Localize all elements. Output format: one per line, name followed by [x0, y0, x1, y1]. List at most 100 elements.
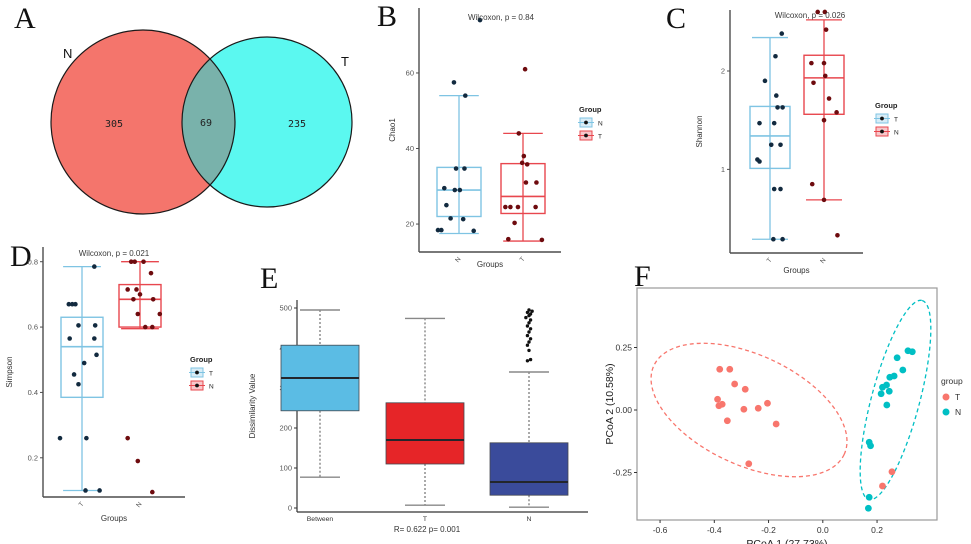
box-N: [489, 442, 569, 496]
legend-title: Group: [875, 101, 898, 110]
y-axis-label: Shannon: [695, 115, 704, 147]
x-axis-label: Groups: [783, 266, 809, 275]
outlier-point: [525, 333, 530, 338]
venn-label-t: T: [341, 54, 349, 69]
x-tick-label: N: [527, 516, 532, 523]
data-point: [778, 186, 783, 192]
scatter-point-N: [908, 348, 916, 356]
data-point: [762, 78, 768, 84]
scatter-point-N: [877, 390, 885, 398]
data-point: [135, 458, 141, 464]
data-point: [757, 159, 762, 164]
data-point: [771, 236, 776, 242]
svg-text:60: 60: [406, 69, 414, 78]
panel-label-d: D: [10, 240, 32, 273]
data-point: [533, 204, 538, 210]
panel-c: 1 2 Shannon T N Wilcoxon, p = 0.026 Groups Grou…: [688, 0, 971, 297]
data-point: [771, 186, 777, 192]
outlier-point: [527, 330, 531, 334]
data-point: [780, 105, 785, 110]
scatter-point-N: [885, 387, 893, 395]
data-point: [141, 259, 146, 265]
legend-label: T: [598, 134, 602, 141]
venn-count-n: 305: [105, 119, 123, 130]
svg-text:-0.2: -0.2: [761, 525, 776, 535]
svg-text:20: 20: [406, 220, 414, 229]
data-point: [778, 142, 783, 148]
confidence-ellipse-T: [650, 342, 848, 478]
data-point: [462, 166, 467, 171]
scatter-point-N: [864, 504, 872, 512]
data-point: [534, 180, 539, 185]
scatter-point-N: [899, 366, 907, 374]
data-point: [150, 489, 155, 495]
data-point: [522, 66, 528, 72]
data-point: [773, 53, 778, 59]
svg-text:0.25: 0.25: [615, 343, 632, 353]
panel-e: 0100200300400500Dissimilarity ValueBetwe…: [245, 262, 610, 544]
data-point: [150, 296, 156, 302]
data-point: [125, 435, 130, 441]
x-tick-label: N: [135, 501, 144, 509]
outlier-point: [525, 310, 530, 315]
legend-title: Group: [190, 355, 213, 364]
venn-diagram: N T 305 69 235: [50, 29, 353, 215]
svg-text:0.4: 0.4: [28, 388, 38, 397]
data-point: [508, 204, 513, 210]
outlier-point: [525, 324, 530, 328]
scatter-point-T: [718, 400, 726, 408]
svg-text:-0.6: -0.6: [653, 525, 668, 535]
data-point: [157, 311, 163, 317]
data-point: [94, 352, 99, 358]
data-point: [125, 287, 130, 292]
svg-text:0.2: 0.2: [28, 453, 38, 462]
data-point: [835, 232, 840, 238]
svg-text:0.00: 0.00: [615, 405, 632, 415]
data-point: [757, 120, 762, 126]
data-point: [92, 323, 98, 328]
panel-d: 0.2 0.4 0.6 0.8 Simpson T N Wilcoxon, p = 0.021…: [0, 240, 245, 544]
svg-text:-0.25: -0.25: [613, 468, 633, 478]
box-T: [385, 402, 465, 465]
data-point: [453, 166, 459, 171]
data-point: [477, 17, 483, 23]
outlier-point: [528, 318, 533, 322]
outlier-point: [528, 327, 533, 331]
legend-label: N: [894, 130, 899, 137]
legend-title: group: [941, 376, 963, 386]
svg-text:200: 200: [279, 423, 292, 432]
panel-f: -0.6 -0.4 -0.2 0.0 0.2 -0.25 0.00 0.25 PCoA 1 (2…: [600, 262, 971, 544]
venn-set-n: [51, 30, 235, 214]
outlier-point: [524, 315, 528, 320]
data-point: [512, 220, 517, 226]
y-axis-label: PCoA 2 (10.58%): [604, 363, 616, 444]
data-point: [435, 227, 441, 233]
data-point: [76, 323, 81, 328]
scatter-point-T: [764, 399, 771, 407]
data-point: [92, 336, 97, 341]
plot-panel-border: [636, 287, 938, 521]
scatter-point-N: [867, 442, 874, 450]
data-point: [539, 237, 545, 243]
x-tick-label: T: [423, 516, 427, 523]
data-point: [821, 197, 827, 203]
legend-label: N: [209, 384, 214, 391]
scatter-point-T: [716, 365, 724, 373]
venn-count-t: 235: [288, 119, 306, 130]
data-point: [460, 216, 466, 222]
data-point: [524, 162, 530, 167]
data-point: [503, 204, 508, 210]
outlier-point: [527, 313, 531, 318]
data-point: [516, 131, 522, 136]
legend-label: T: [955, 392, 960, 402]
box-N: [803, 54, 845, 115]
data-point: [780, 236, 785, 242]
data-point: [83, 488, 88, 493]
scatter-point-T: [731, 380, 739, 388]
svg-text:1: 1: [721, 165, 725, 174]
y-axis-label: Chao1: [388, 118, 397, 142]
scatter-point-T: [714, 395, 721, 403]
